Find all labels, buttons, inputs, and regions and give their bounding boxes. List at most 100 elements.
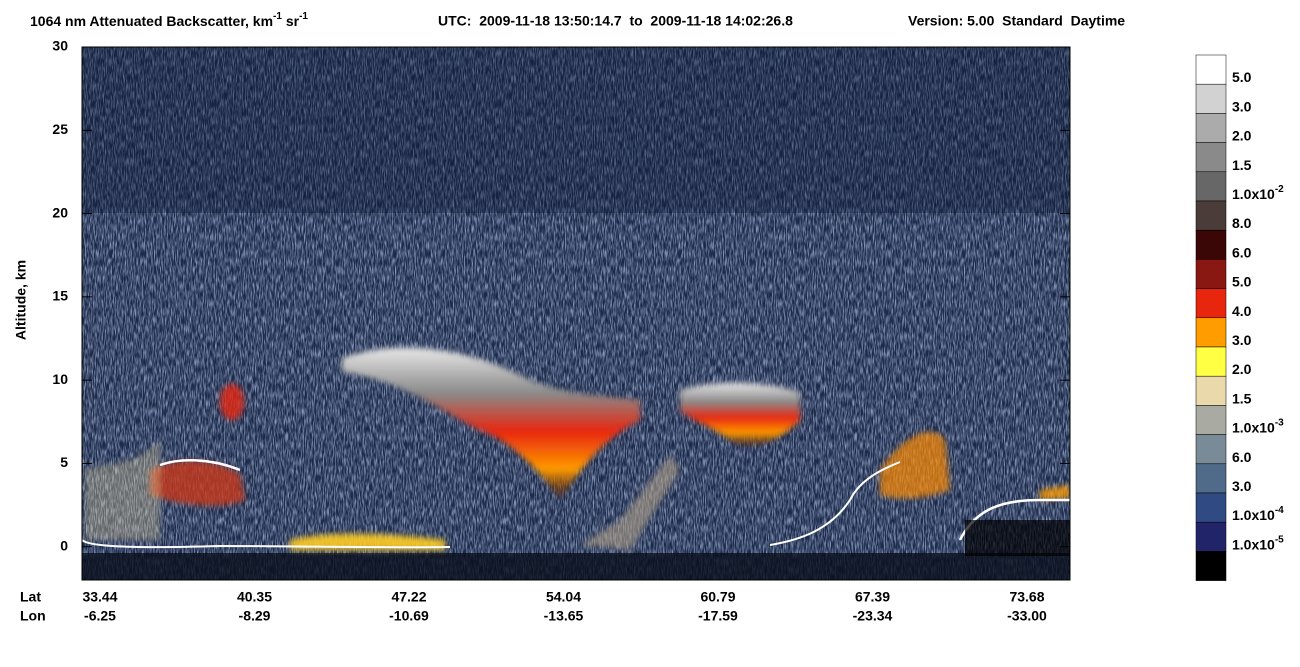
cloud xyxy=(150,460,245,506)
y-tick-label: 25 xyxy=(52,121,68,137)
colorbar-label: 1.0x10-5 xyxy=(1232,534,1284,552)
colorbar-label: 6.0 xyxy=(1232,449,1252,465)
colorbar-label-exp: -4 xyxy=(1275,505,1284,516)
colorbar-label-text: 5.0 xyxy=(1232,69,1252,85)
cloud xyxy=(880,431,950,499)
title-superscript: -1 xyxy=(273,11,282,22)
colorbar-label: 2.0 xyxy=(1232,361,1252,377)
lat-label: 54.04 xyxy=(546,589,581,605)
cloud xyxy=(680,382,800,447)
plot-frame xyxy=(81,46,1071,581)
upper-layer xyxy=(82,47,1070,213)
colorbar-swatch xyxy=(1195,288,1227,319)
colorbar-label-text: 1.0x10 xyxy=(1232,186,1275,202)
colorbar-label: 1.5 xyxy=(1232,390,1252,406)
colorbar-label-text: 3.0 xyxy=(1232,332,1252,348)
attenuated-region xyxy=(965,520,1070,556)
lat-label: 40.35 xyxy=(237,589,272,605)
colorbar-label: 2.0 xyxy=(1232,127,1252,143)
colorbar-label-text: 2.0 xyxy=(1232,127,1252,143)
colorbar-label: 1.5 xyxy=(1232,157,1252,173)
colorbar-label: 5.0 xyxy=(1232,69,1252,85)
title-text: sr xyxy=(282,13,300,29)
colorbar-label-text: 3.0 xyxy=(1232,478,1252,494)
colorbar-label: 8.0 xyxy=(1232,215,1252,231)
backscatter-field xyxy=(82,47,1070,580)
lon-label: -23.34 xyxy=(853,608,893,624)
colorbar-swatch xyxy=(1195,171,1227,202)
lon-row-label: Lon xyxy=(20,608,46,624)
cloud-top xyxy=(159,459,241,472)
colorbar-swatch xyxy=(1195,54,1227,85)
colorbar-swatch xyxy=(1195,551,1227,581)
colorbar-label-text: 5.0 xyxy=(1232,273,1252,289)
colorbar-label-text: 4.0 xyxy=(1232,303,1252,319)
y-tick-label: 30 xyxy=(52,38,68,54)
colorbar-swatch xyxy=(1195,434,1227,465)
colorbar-label: 5.0 xyxy=(1232,273,1252,289)
chart-title: 1064 nm Attenuated Backscatter, km-1 sr-… xyxy=(30,11,308,29)
lon-label: -13.65 xyxy=(544,608,584,624)
colorbar-label: 1.0x10-4 xyxy=(1232,505,1284,523)
colorbar-label: 1.0x10-2 xyxy=(1232,184,1284,202)
cloud xyxy=(1040,485,1070,500)
colorbar-swatch xyxy=(1195,405,1227,435)
lat-label: 33.44 xyxy=(82,589,117,605)
surface-return xyxy=(769,461,901,546)
lat-row-label: Lat xyxy=(20,589,41,605)
colorbar-label-text: 1.0x10 xyxy=(1232,507,1275,523)
colorbar-label-text: 6.0 xyxy=(1232,244,1252,260)
colorbar-swatch xyxy=(1195,317,1227,348)
lon-label: -17.59 xyxy=(698,608,738,624)
colorbar-swatch xyxy=(1195,200,1227,231)
colorbar-label: 6.0 xyxy=(1232,244,1252,260)
clouds xyxy=(85,347,1070,550)
lat-label: 60.79 xyxy=(700,589,735,605)
colorbar-label-text: 1.0x10 xyxy=(1232,419,1275,435)
colorbar-label-text: 3.0 xyxy=(1232,98,1252,114)
title-version: Version: 5.00 Standard Daytime xyxy=(908,13,1125,29)
colorbar-label: 4.0 xyxy=(1232,303,1252,319)
colorbar-swatch xyxy=(1195,83,1227,114)
colorbar-label: 3.0 xyxy=(1232,98,1252,114)
colorbar-label: 1.0x10-3 xyxy=(1232,417,1284,435)
colorbar-swatch xyxy=(1195,229,1227,260)
y-axis-label: Altitude, km xyxy=(13,260,29,340)
y-tick-label: 0 xyxy=(60,537,68,553)
cloud xyxy=(220,384,244,420)
lat-label: 67.39 xyxy=(855,589,890,605)
lon-label: -33.00 xyxy=(1007,608,1047,624)
colorbar-swatch xyxy=(1195,142,1227,173)
colorbar-label-text: 2.0 xyxy=(1232,361,1252,377)
colorbar-label-text: 8.0 xyxy=(1232,215,1252,231)
colorbar-label-text: 1.5 xyxy=(1232,390,1252,406)
colorbar-swatch xyxy=(1195,113,1227,143)
colorbar-label-exp: -2 xyxy=(1275,184,1284,195)
subsurface xyxy=(82,553,1070,580)
title-text: 1064 nm Attenuated Backscatter, km xyxy=(30,13,273,29)
colorbar-swatch xyxy=(1195,346,1227,377)
colorbar-swatch xyxy=(1195,463,1227,494)
colorbar-swatch xyxy=(1195,259,1227,289)
colorbar-label-text: 1.0x10 xyxy=(1232,536,1275,552)
surface-return xyxy=(82,539,451,549)
colorbar-label: 3.0 xyxy=(1232,478,1252,494)
lon-label: -8.29 xyxy=(239,608,271,624)
title-utc: UTC: 2009-11-18 13:50:14.7 to 2009-11-18… xyxy=(438,13,793,29)
colorbar-swatch xyxy=(1195,375,1227,406)
y-tick-label: 10 xyxy=(52,371,68,387)
colorbar-label-exp: -3 xyxy=(1275,417,1284,428)
lon-label: -10.69 xyxy=(389,608,429,624)
y-tick-label: 15 xyxy=(52,288,68,304)
cloud xyxy=(342,347,640,500)
lon-label: -6.25 xyxy=(84,608,116,624)
colorbar-swatch xyxy=(1195,521,1227,552)
y-tick-label: 5 xyxy=(60,454,68,470)
colorbar-label-exp: -5 xyxy=(1275,534,1284,545)
lat-label: 73.68 xyxy=(1009,589,1044,605)
lat-label: 47.22 xyxy=(391,589,426,605)
cloud xyxy=(580,455,680,550)
title-superscript: -1 xyxy=(299,11,308,22)
colorbar-label: 3.0 xyxy=(1232,332,1252,348)
